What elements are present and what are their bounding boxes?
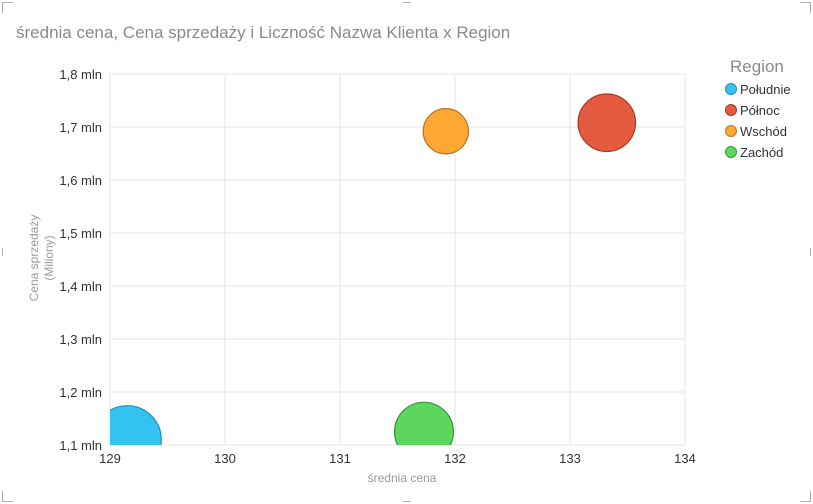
y-tick-label: 1,8 mln xyxy=(59,67,102,82)
y-axis-label-group: Cena sprzedaży (Miliony) xyxy=(27,215,56,302)
y-axis-label: Cena sprzedaży xyxy=(27,215,41,302)
bubble-polnoc[interactable] xyxy=(577,93,637,153)
legend-item-label[interactable]: Wschód xyxy=(740,124,787,139)
x-tick-label: 131 xyxy=(329,451,351,466)
frame-corner-top-left xyxy=(2,2,13,13)
x-tick-label: 130 xyxy=(214,451,236,466)
y-axis-label-unit: (Miliony) xyxy=(42,235,56,280)
resize-handle-bottom[interactable] xyxy=(403,501,411,502)
chart-title: średnia cena, Cena sprzedaży i Liczność … xyxy=(16,23,510,42)
bubble-poludnie[interactable] xyxy=(93,405,162,474)
legend: Południe Północ Wschód Zachód xyxy=(725,82,791,160)
x-axis-ticks: 129 130 131 132 133 134 xyxy=(99,451,696,466)
legend-swatch xyxy=(725,83,737,95)
legend-swatch xyxy=(725,104,737,116)
legend-swatch xyxy=(725,146,737,158)
y-axis-ticks: 1,1 mln 1,2 mln 1,3 mln 1,4 mln 1,5 mln 1,6 m… xyxy=(59,67,102,453)
x-tick-label: 132 xyxy=(444,451,466,466)
y-tick-label: 1,4 mln xyxy=(59,279,102,294)
y-tick-label: 1,7 mln xyxy=(59,120,102,135)
bubble-zachod[interactable] xyxy=(393,401,454,461)
resize-handle-right[interactable] xyxy=(810,248,811,256)
resize-handle-left[interactable] xyxy=(2,248,3,256)
legend-item-label[interactable]: Zachód xyxy=(740,145,783,160)
y-tick-label: 1,6 mln xyxy=(59,173,102,188)
x-tick-label: 134 xyxy=(674,451,696,466)
y-tick-label: 1,5 mln xyxy=(59,226,102,241)
legend-item-label[interactable]: Południe xyxy=(740,82,791,97)
frame-corner-bottom-right xyxy=(800,491,811,502)
y-tick-label: 1,1 mln xyxy=(59,438,102,453)
bubble-wschod[interactable] xyxy=(422,108,470,155)
bubbles xyxy=(93,93,637,474)
resize-handle-top[interactable] xyxy=(403,2,411,3)
legend-item-label[interactable]: Północ xyxy=(740,103,780,118)
x-tick-label: 129 xyxy=(99,451,121,466)
legend-swatch xyxy=(725,125,737,137)
frame-corner-top-right xyxy=(800,2,811,13)
legend-title: Region xyxy=(730,57,784,76)
y-tick-label: 1,2 mln xyxy=(59,385,102,400)
x-tick-label: 133 xyxy=(559,451,581,466)
frame-corner-bottom-left xyxy=(2,491,13,502)
y-tick-label: 1,3 mln xyxy=(59,332,102,347)
x-axis-label: średnia cena xyxy=(368,471,437,485)
